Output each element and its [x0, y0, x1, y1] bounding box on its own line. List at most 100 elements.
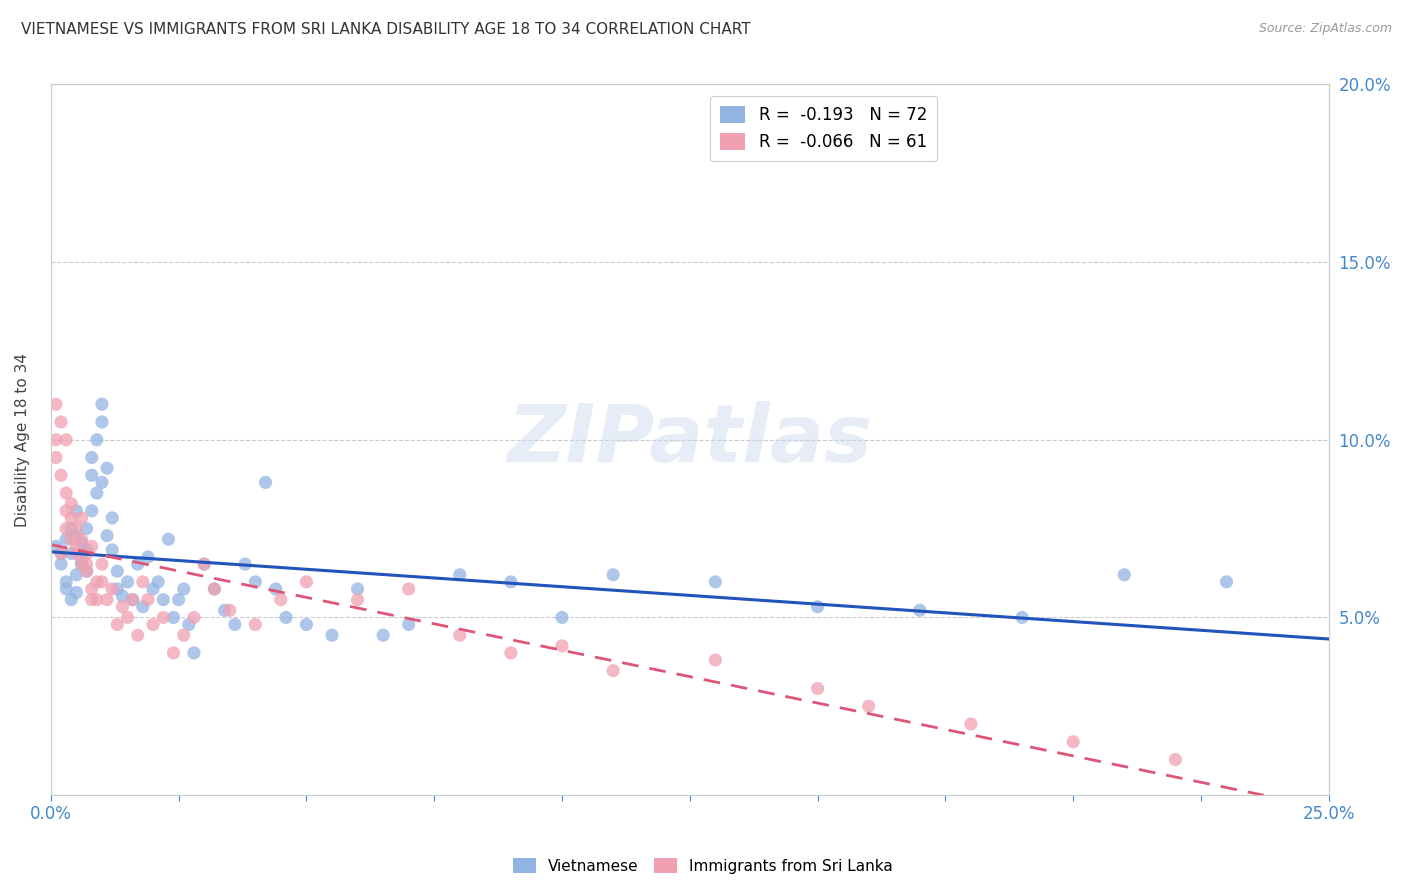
Point [127, 557, 149, 571]
Point [233, 557, 256, 571]
Point [70, 536, 93, 550]
Point [183, 646, 205, 660]
Point [55, 433, 77, 447]
Point [49, 546, 72, 560]
Point [117, 610, 139, 624]
Point [264, 582, 287, 596]
Point [76, 564, 98, 578]
Point [70, 533, 93, 547]
Point [76, 546, 98, 560]
Point [105, 617, 128, 632]
Point [76, 542, 98, 557]
Point [45, 433, 67, 447]
Point [1164, 752, 1187, 766]
Point [96, 592, 118, 607]
Point [270, 592, 292, 607]
Point [55, 504, 77, 518]
Point [70, 553, 93, 567]
Point [398, 617, 420, 632]
Point [80, 582, 103, 596]
Point [193, 557, 215, 571]
Point [960, 717, 983, 731]
Point [499, 646, 522, 660]
Point [60, 522, 83, 536]
Point [60, 533, 83, 547]
Point [162, 610, 184, 624]
Point [76, 564, 98, 578]
Point [49, 546, 72, 560]
Point [76, 522, 98, 536]
Point [76, 557, 98, 571]
Point [65, 522, 87, 536]
Point [96, 529, 118, 543]
Point [807, 599, 830, 614]
Point [224, 617, 246, 632]
Point [202, 582, 225, 596]
Point [157, 533, 180, 547]
Point [65, 529, 87, 543]
Point [111, 589, 134, 603]
Point [127, 628, 149, 642]
Point [1062, 735, 1084, 749]
Point [152, 592, 174, 607]
Point [183, 610, 205, 624]
Point [132, 574, 155, 589]
Point [111, 599, 134, 614]
Legend: Vietnamese, Immigrants from Sri Lanka: Vietnamese, Immigrants from Sri Lanka [508, 852, 898, 880]
Point [167, 592, 190, 607]
Point [321, 628, 343, 642]
Point [117, 574, 139, 589]
Point [346, 582, 368, 596]
Point [45, 539, 67, 553]
Point [1114, 567, 1136, 582]
Point [121, 592, 143, 607]
Point [551, 639, 574, 653]
Point [65, 539, 87, 553]
Point [101, 511, 124, 525]
Point [96, 461, 118, 475]
Point [55, 582, 77, 596]
Point [499, 574, 522, 589]
Point [91, 574, 114, 589]
Point [908, 603, 931, 617]
Point [86, 574, 108, 589]
Point [86, 433, 108, 447]
Point [704, 653, 727, 667]
Point [193, 557, 215, 571]
Point [254, 475, 277, 490]
Point [80, 592, 103, 607]
Point [1011, 610, 1033, 624]
Point [449, 567, 471, 582]
Point [80, 504, 103, 518]
Point [136, 592, 159, 607]
Point [371, 628, 394, 642]
Y-axis label: Disability Age 18 to 34: Disability Age 18 to 34 [15, 352, 30, 527]
Point [60, 497, 83, 511]
Point [91, 415, 114, 429]
Point [245, 574, 267, 589]
Point [45, 397, 67, 411]
Point [86, 592, 108, 607]
Point [152, 610, 174, 624]
Point [148, 574, 170, 589]
Point [55, 486, 77, 500]
Point [60, 546, 83, 560]
Point [49, 557, 72, 571]
Point [398, 582, 420, 596]
Point [214, 603, 236, 617]
Point [65, 585, 87, 599]
Point [218, 603, 240, 617]
Point [142, 617, 165, 632]
Point [121, 592, 143, 607]
Legend: R =  -0.193   N = 72, R =  -0.066   N = 61: R = -0.193 N = 72, R = -0.066 N = 61 [710, 96, 936, 161]
Point [1215, 574, 1237, 589]
Point [295, 617, 318, 632]
Point [91, 397, 114, 411]
Point [80, 539, 103, 553]
Point [45, 450, 67, 465]
Point [91, 475, 114, 490]
Point [602, 567, 624, 582]
Point [80, 468, 103, 483]
Point [177, 617, 200, 632]
Point [173, 582, 195, 596]
